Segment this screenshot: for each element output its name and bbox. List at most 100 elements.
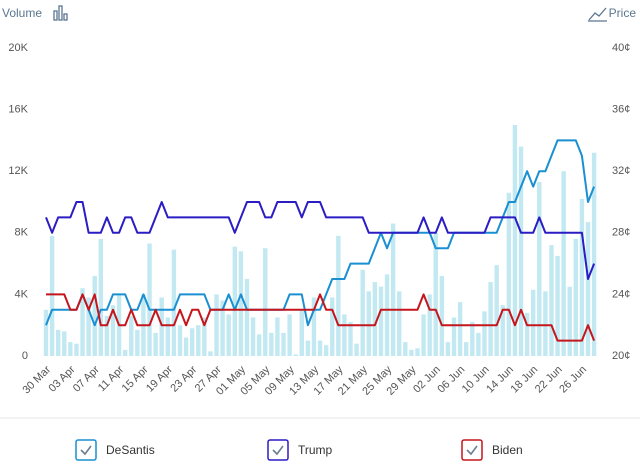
volume-bar	[55, 329, 61, 356]
volume-bar	[269, 332, 274, 356]
volume-bar	[232, 246, 237, 356]
volume-bar	[427, 294, 432, 356]
volume-bar	[244, 279, 250, 356]
volume-bar	[226, 314, 231, 356]
volume-bar	[494, 265, 499, 356]
volume-bar	[220, 300, 225, 356]
x-tick-label: 19 Apr	[144, 363, 175, 394]
y2-tick-label: 32¢	[612, 165, 630, 177]
y2-tick-label: 40¢	[612, 42, 630, 54]
legend-checkbox[interactable]	[461, 439, 483, 461]
volume-bar	[62, 331, 67, 356]
y-axis-title: Volume	[2, 6, 42, 20]
volume-bar	[360, 269, 365, 356]
volume-bar	[153, 332, 158, 356]
volume-bar	[403, 342, 408, 356]
volume-bar	[330, 297, 335, 356]
volume-bar	[585, 222, 591, 356]
volume-bar	[537, 181, 542, 356]
volume-bar	[135, 329, 140, 356]
x-tick-label: 26 Jun	[557, 364, 589, 396]
volume-bar	[122, 349, 128, 356]
volume-bar	[476, 332, 481, 356]
volume-bar	[208, 351, 213, 356]
volume-bar	[250, 317, 256, 356]
volume-bar	[74, 343, 79, 356]
legend-item[interactable]: Trump	[267, 439, 333, 461]
volume-bar	[299, 309, 304, 356]
volume-bar	[129, 315, 134, 356]
y2-tick-label: 28¢	[612, 227, 630, 239]
volume-bar	[159, 297, 164, 356]
volume-bar	[390, 223, 396, 356]
volume-bar	[275, 317, 280, 356]
volume-bar	[518, 146, 524, 356]
y-tick-label: 8K	[15, 227, 29, 239]
volume-bar	[305, 340, 311, 356]
volume-bar	[263, 248, 268, 356]
legend-item[interactable]: DeSantis	[75, 439, 155, 461]
volume-bar	[488, 282, 493, 356]
legend-item[interactable]: Biden	[461, 439, 523, 461]
price-line	[46, 293, 596, 342]
legend-checkbox[interactable]	[267, 439, 289, 461]
y2-tick-label: 36¢	[612, 104, 630, 116]
volume-bar	[317, 340, 323, 356]
volume-bar	[110, 305, 116, 356]
y2-axis-title: Price	[609, 6, 637, 20]
volume-bar	[147, 243, 152, 356]
volume-bar	[43, 309, 49, 356]
volume-bar	[549, 245, 554, 356]
volume-bar	[561, 171, 566, 356]
volume-bar	[366, 291, 371, 356]
legend-checkbox[interactable]	[75, 439, 97, 461]
volume-bar	[384, 274, 390, 356]
volume-bar	[342, 314, 347, 356]
legend-label: Biden	[492, 443, 523, 457]
volume-bar	[531, 289, 536, 356]
x-tick-label: 30 Mar	[20, 363, 53, 396]
volume-bar	[311, 297, 317, 356]
volume-bar	[287, 314, 292, 356]
volume-bar	[409, 349, 414, 356]
volume-bar	[543, 291, 548, 356]
volume-bar	[567, 286, 572, 356]
volume-bar	[591, 152, 597, 356]
volume-bar	[397, 291, 402, 356]
x-tick-label: 07 Apr	[71, 363, 102, 394]
volume-bar	[579, 198, 585, 356]
volume-bar	[451, 317, 457, 356]
price-icon	[588, 7, 607, 22]
volume-bar	[214, 294, 219, 356]
volume-bar	[421, 314, 426, 356]
price-line	[45, 201, 596, 280]
volume-bar	[372, 282, 378, 356]
volume-bar	[500, 305, 505, 356]
y-tick-label: 20K	[8, 42, 28, 54]
price-line	[45, 139, 596, 327]
volume-bar	[171, 249, 177, 356]
volume-bar	[98, 238, 104, 356]
volume-bar	[104, 315, 110, 356]
y-tick-label: 0	[22, 350, 28, 362]
volume-bar	[281, 332, 286, 356]
volume-bar	[378, 286, 384, 356]
x-tick-label: 15 Apr	[120, 363, 151, 394]
checkmark	[466, 445, 478, 456]
volume-bar	[555, 255, 560, 356]
volume-bar	[323, 345, 329, 356]
volume-bar	[189, 328, 195, 356]
y2-tick-label: 24¢	[612, 288, 630, 300]
volume-bar	[464, 342, 469, 356]
volume-bar	[92, 275, 97, 356]
volume-bar	[415, 348, 420, 356]
volume-bar	[68, 342, 73, 356]
volume-bar	[506, 192, 512, 356]
volume-bar	[86, 297, 91, 356]
volume-bar	[293, 354, 298, 356]
volume-bar	[354, 343, 359, 356]
volume-bar	[238, 251, 244, 356]
volume-bar	[482, 311, 487, 356]
checkmark	[272, 445, 284, 456]
